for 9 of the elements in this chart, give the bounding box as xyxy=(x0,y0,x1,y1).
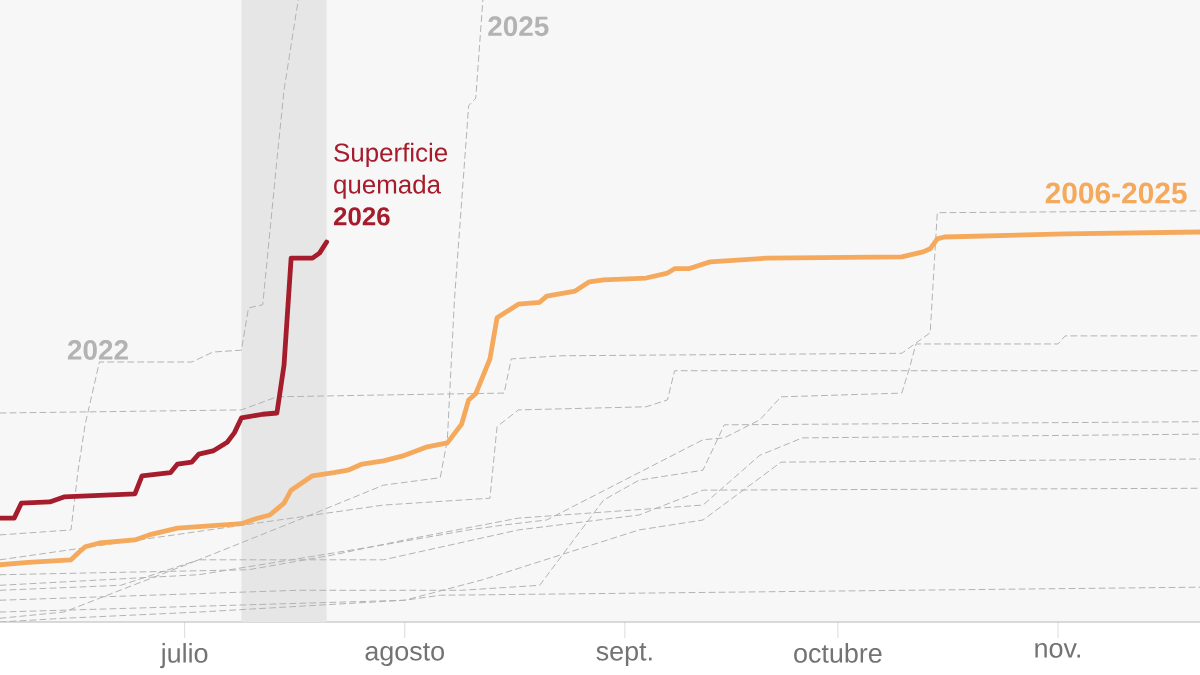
x-tick-label: sept. xyxy=(596,643,652,667)
series-label: 2025 xyxy=(488,16,549,37)
x-tick-label: nov. xyxy=(1035,643,1080,658)
series-label: 2022 xyxy=(67,340,128,360)
series-label: 2006-2025 xyxy=(1045,182,1187,204)
x-tick-label: julio xyxy=(160,643,208,669)
x-tick-label: agosto xyxy=(365,643,444,667)
x-tick-label: octubre xyxy=(794,643,882,663)
series-label: Superficie quemada 2026 xyxy=(333,142,448,226)
